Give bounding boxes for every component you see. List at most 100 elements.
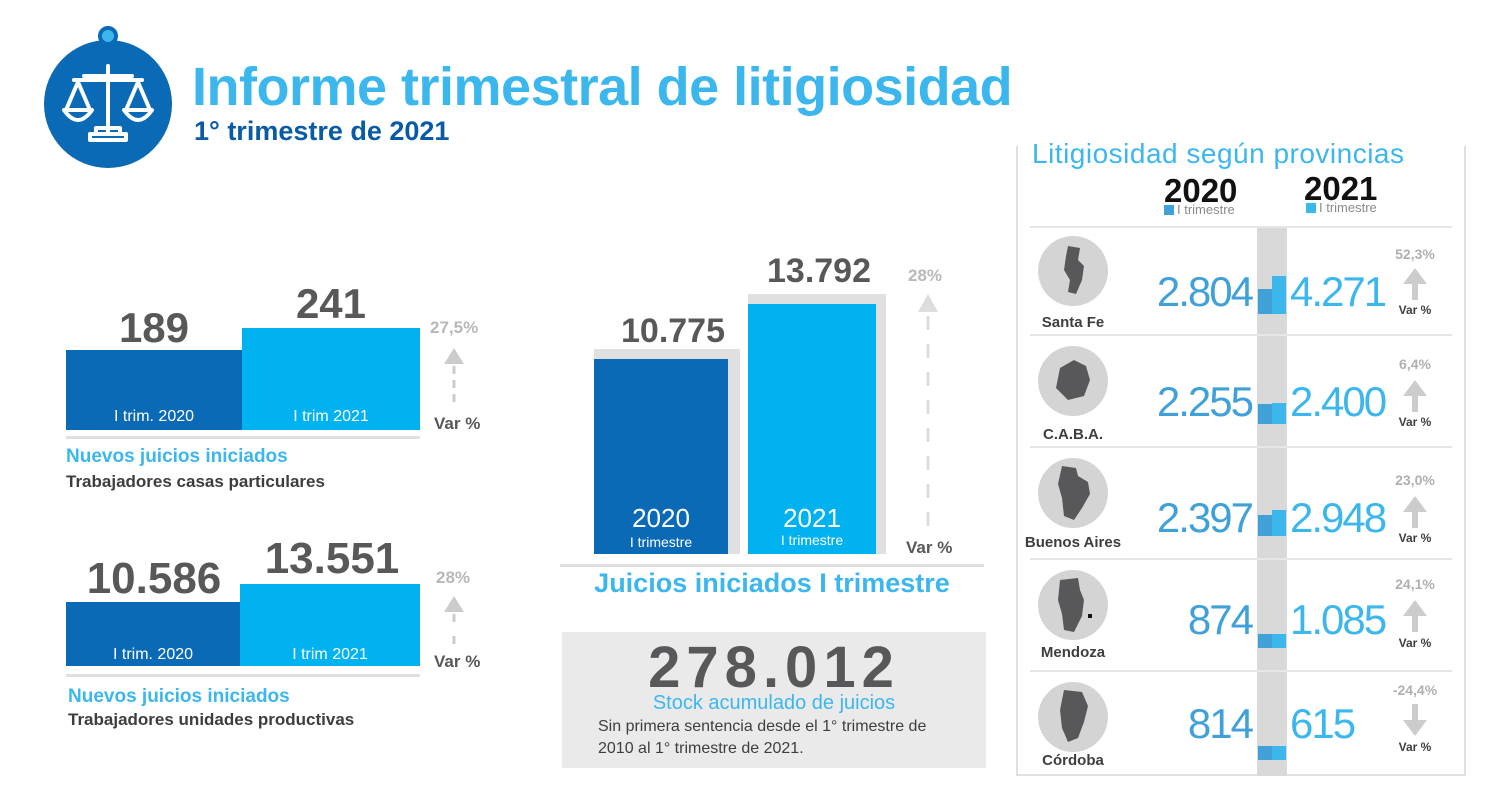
value-2020: 2.397 [1156,494,1254,541]
value-2020: 814 [1187,700,1254,747]
divider [560,564,984,567]
value-2020: 2.804 [1156,268,1254,315]
province-row-caba: C.A.B.A. 2.255 2.400 6,4% Var % [1030,338,1452,448]
bar-category-sublabel: I trimestre [780,532,844,548]
provinces-title: Litigiosidad según provincias [1028,138,1409,170]
bar-category-label: 2020 [632,503,690,533]
caba-map-icon [1038,346,1108,416]
arrow-up-icon [444,596,464,648]
bar-2021: 2021 I trimestre [748,304,876,554]
scales-of-justice-icon [62,64,154,142]
value-label-2020: 10.775 [621,312,725,350]
bar-2020: 2020 I trimestre [594,358,728,554]
value-2021: 4.271 [1290,268,1387,315]
arrow-up-icon [444,348,464,408]
province-name: Santa Fe [1041,314,1105,331]
mini-bar-2020 [1258,514,1272,536]
santa-fe-map-icon [1038,236,1108,306]
buenos-aires-map-icon [1038,458,1108,528]
arrow-up-icon [1403,600,1427,632]
mini-bar-2021 [1272,634,1286,648]
stock-value: 278.012 [648,635,900,700]
bar-2021: I trim 2021 [240,584,420,666]
province-name: Córdoba [1042,752,1104,769]
stock-note-line2: 2010 al 1° trimestre de 2021. [598,740,804,757]
bar-2020: I trim. 2020 [66,601,240,666]
column-subheader-2021: I trimestre [1306,200,1377,215]
mini-bar-2021 [1272,402,1286,424]
variation-label: Var % [434,652,481,671]
province-name: Buenos Aires [1024,534,1122,551]
logo-badge [44,40,172,168]
province-name: C.A.B.A. [1043,426,1103,443]
page-title: Informe trimestral de litigiosidad [192,57,1013,117]
value-label-2020: 189 [118,304,190,351]
value-label-2020: 10.586 [86,554,222,603]
bar-category-label: I trim 2021 [293,408,369,425]
bar-2021: I trim 2021 [242,328,420,430]
value-label-2021: 13.792 [767,252,871,290]
variation-label: Var % [1398,636,1432,650]
arrow-up-icon [918,294,938,530]
province-row-santa-fe: Santa Fe 2.804 4.271 52,3% Var % [1030,226,1452,336]
caption-title: Nuevos juicios iniciados [66,446,288,467]
value-label-2021: 13.551 [264,534,400,583]
mini-bar-2021 [1272,746,1286,760]
bar-category-label: 2021 [783,503,841,533]
variation-label: Var % [1398,415,1432,429]
variation-value: -24,4% [1392,682,1438,698]
variation-value: 28% [436,568,471,587]
divider [66,436,420,439]
bar-category-label: I trim. 2020 [113,407,195,425]
variation-value: 27,5% [430,318,479,337]
variation-label: Var % [1398,531,1432,545]
legend-swatch-2020 [1164,205,1174,215]
column-header-2020: 2020 [1164,172,1238,209]
variation-value: 24,1% [1395,576,1435,592]
mini-bar-2021 [1272,276,1286,314]
column-subheader-text: I trimestre [1177,202,1235,217]
caption-subtitle: Trabajadores unidades productivas [68,710,355,729]
value-2021: 2.400 [1290,378,1387,425]
mini-bar-2020 [1258,634,1272,648]
arrow-up-icon [1403,268,1427,300]
province-row-cordoba: Córdoba 814 615 -24,4% Var % [1030,674,1452,784]
bar-category-sublabel: I trimestre [629,534,693,550]
logo-dot [98,26,118,46]
mini-bar-2021 [1272,509,1286,536]
divider [66,674,420,677]
arrow-up-icon [1403,496,1427,528]
variation-label: Var % [1398,303,1432,317]
variation-label: Var % [434,414,481,433]
value-2021: 2.948 [1290,494,1387,541]
cordoba-map-icon [1038,682,1108,752]
stock-label: Stock acumulado de juicios [652,692,896,714]
provinces-panel [1016,146,1466,776]
province-row-mendoza: Mendoza 874 1.085 24,1% Var % [1030,562,1452,672]
column-subheader-2020: I trimestre [1164,202,1235,217]
province-name: Mendoza [1040,644,1106,661]
caption-title: Nuevos juicios iniciados [68,686,290,707]
variation-value: 28% [908,266,943,285]
mini-bar-2020 [1258,403,1272,424]
stock-panel: 278.012 Stock acumulado de juicios Sin p… [562,632,986,768]
variation-value: 23,0% [1395,472,1435,488]
value-2020: 2.255 [1156,378,1254,425]
variation-value: 6,4% [1399,356,1431,372]
value-2021: 1.085 [1290,596,1387,643]
page-subtitle: 1° trimestre de 2021 [194,116,450,146]
mini-bar-2020 [1258,289,1272,314]
caption-subtitle: Trabajadores casas particulares [66,472,325,491]
column-subheader-text: I trimestre [1319,200,1377,215]
mendoza-map-icon [1038,570,1108,640]
chart-title: Juicios iniciados I trimestre [594,568,950,598]
value-2020: 874 [1187,596,1254,643]
arrow-up-icon [1403,380,1427,412]
stock-note-line1: Sin primera sentencia desde el 1° trimes… [598,718,927,735]
value-label-2021: 241 [295,280,367,327]
variation-label: Var % [906,538,953,557]
mini-bar-2020 [1258,746,1272,760]
bar-category-label: I trim 2021 [292,646,368,663]
province-row-buenos-aires: Buenos Aires 2.397 2.948 23,0% Var % [1025,450,1452,560]
arrow-down-icon [1403,704,1427,736]
